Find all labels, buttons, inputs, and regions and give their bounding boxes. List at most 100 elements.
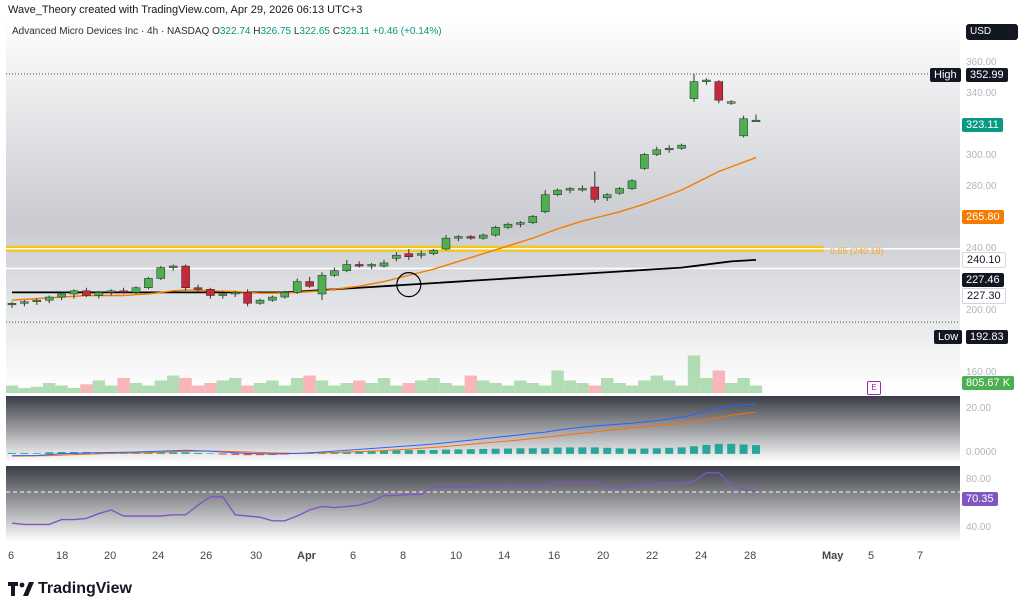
candle xyxy=(454,236,463,239)
volume-bar xyxy=(204,383,217,393)
volume-bar xyxy=(427,378,440,393)
candle xyxy=(94,292,104,296)
macd-tick-label: 20.00 xyxy=(966,403,992,415)
last-price-tag: 323.11 xyxy=(962,118,1003,132)
macd-histogram-bar xyxy=(702,444,711,454)
volume-tag: 805.67 K xyxy=(962,376,1015,390)
candle xyxy=(342,264,352,271)
candle xyxy=(119,290,128,293)
candle xyxy=(280,292,290,298)
time-tick-label: 5 xyxy=(868,550,875,562)
volume-bar xyxy=(390,385,403,393)
legend-low-label: L xyxy=(293,26,300,37)
macd-histogram-bar xyxy=(553,447,562,454)
macd-histogram-bar xyxy=(566,447,574,454)
macd-histogram-bar xyxy=(181,452,190,454)
candle xyxy=(20,301,29,304)
volume-bar xyxy=(749,385,763,393)
volume-bar xyxy=(253,383,267,393)
legend-close: 323.11 xyxy=(340,26,370,37)
candle xyxy=(664,148,674,151)
macd-histogram-bar xyxy=(206,453,215,454)
volume-bar xyxy=(55,385,68,393)
volume-bar xyxy=(117,378,130,393)
ema-slow-tag: 227.46 xyxy=(962,273,1004,287)
time-tick-label: 7 xyxy=(917,550,924,562)
candle xyxy=(292,281,302,293)
price-tick-label: 240.00 xyxy=(966,243,997,254)
price-tick-label: 340.00 xyxy=(966,88,997,99)
volume-bar xyxy=(303,375,316,393)
candle xyxy=(602,194,612,199)
time-tick-label: 20 xyxy=(104,550,117,562)
volume-bar xyxy=(489,383,502,393)
volume-bar xyxy=(340,383,353,393)
candle xyxy=(379,262,389,267)
time-tick-label: 6 xyxy=(350,550,357,562)
candle xyxy=(44,296,54,301)
legend-symbol: Advanced Micro Devices Inc · 4h · NASDAQ xyxy=(12,26,210,37)
macd-histogram-bar xyxy=(20,452,29,454)
tradingview-logo[interactable]: TradingView xyxy=(8,580,132,598)
volume-bar xyxy=(551,370,564,393)
macd-histogram-bar xyxy=(690,446,698,454)
candle xyxy=(69,290,79,295)
volume-bar xyxy=(477,380,490,393)
macd-histogram-bar xyxy=(640,448,649,454)
time-tick-label: 8 xyxy=(400,550,407,562)
legend-close-label: C xyxy=(332,26,341,37)
rsi-line xyxy=(11,472,757,526)
candle xyxy=(553,189,562,196)
chart-panes[interactable] xyxy=(6,18,960,566)
macd-histogram-bar xyxy=(528,448,537,454)
volume-bar xyxy=(613,383,626,393)
time-tick-label: 14 xyxy=(498,550,511,562)
macd-histogram-bar xyxy=(367,450,376,454)
candle xyxy=(491,227,500,236)
candle xyxy=(714,81,724,101)
macd-histogram-bar xyxy=(169,452,178,454)
ema-fast-line xyxy=(11,156,757,301)
volume-bar xyxy=(663,380,676,393)
crossover-marker xyxy=(396,272,422,298)
rsi-tick-label: 40.00 xyxy=(966,522,992,533)
currency-button[interactable]: USD xyxy=(966,24,1018,40)
candle xyxy=(243,292,252,304)
candle xyxy=(751,119,761,122)
volume-bar xyxy=(167,375,180,393)
volume-bar xyxy=(439,383,453,393)
fib-level-label: 0.65 (240.18) xyxy=(830,246,884,256)
low-label-tag: Low xyxy=(934,330,963,344)
macd-histogram-bar xyxy=(516,448,525,454)
high-label-tag: High xyxy=(930,68,961,82)
macd-histogram-bar xyxy=(479,448,488,454)
time-tick-label: May xyxy=(822,550,844,562)
volume-bar xyxy=(92,380,105,393)
legend-change: +0.46 (+0.14%) xyxy=(372,26,442,37)
fib-price-tag: 240.10 xyxy=(962,252,1006,268)
time-tick-label: 22 xyxy=(646,550,659,562)
rsi-pane-bg xyxy=(6,466,960,542)
macd-histogram-bar xyxy=(243,453,252,456)
price-tick-label: 300.00 xyxy=(966,150,997,161)
candle xyxy=(478,234,488,239)
candle xyxy=(317,275,327,295)
earnings-badge[interactable]: E xyxy=(867,381,881,395)
candle xyxy=(416,253,426,256)
candle xyxy=(392,254,401,259)
macd-histogram-bar xyxy=(355,451,364,454)
ema-fast-tag: 265.80 xyxy=(962,210,1004,224)
time-tick-label: 20 xyxy=(597,550,610,562)
volume-bar xyxy=(700,378,713,393)
macd-histogram-bar xyxy=(8,452,16,454)
symbol-legend: Advanced Micro Devices Inc · 4h · NASDAQ… xyxy=(12,26,442,37)
time-tick-label: 10 xyxy=(450,550,463,562)
time-tick-label: 6 xyxy=(8,550,15,562)
volume-bar xyxy=(601,378,614,393)
volume-bar xyxy=(278,385,291,393)
volume-bar xyxy=(179,378,192,393)
volume-bar xyxy=(539,385,552,393)
candle xyxy=(230,292,240,295)
author-credit: Wave_Theory created with TradingView.com… xyxy=(8,4,363,16)
volume-bar xyxy=(638,380,651,393)
